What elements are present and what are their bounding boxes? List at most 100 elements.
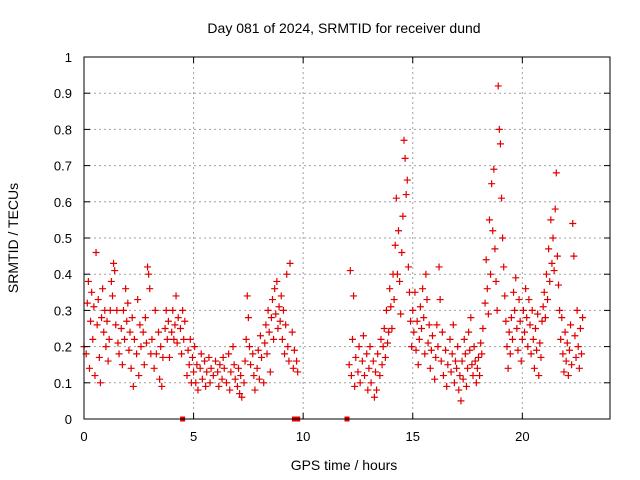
data-point bbox=[238, 393, 246, 401]
data-point bbox=[380, 325, 388, 332]
data-point bbox=[215, 382, 223, 390]
data-point bbox=[459, 375, 467, 383]
data-point bbox=[557, 335, 565, 343]
data-point bbox=[521, 328, 529, 336]
data-point bbox=[183, 372, 191, 380]
data-point bbox=[188, 353, 196, 361]
data-point bbox=[271, 285, 279, 293]
data-point bbox=[124, 299, 132, 307]
data-point bbox=[523, 314, 531, 322]
data-point bbox=[235, 364, 243, 372]
data-point bbox=[508, 335, 516, 343]
data-point bbox=[379, 343, 387, 351]
data-point bbox=[205, 353, 213, 361]
data-point bbox=[231, 375, 239, 383]
data-point bbox=[350, 292, 358, 300]
data-point bbox=[277, 292, 285, 300]
data-point bbox=[286, 259, 294, 267]
points-layer bbox=[80, 82, 587, 422]
data-point bbox=[275, 303, 283, 311]
data-point bbox=[408, 343, 416, 351]
data-point bbox=[397, 310, 405, 318]
data-point bbox=[158, 382, 166, 390]
data-point bbox=[483, 285, 491, 293]
data-point bbox=[531, 325, 539, 332]
data-point bbox=[136, 321, 144, 329]
data-point bbox=[535, 372, 543, 380]
data-point bbox=[407, 317, 415, 325]
data-point bbox=[522, 285, 530, 293]
data-point bbox=[565, 346, 573, 354]
data-point bbox=[282, 321, 290, 329]
data-point bbox=[419, 285, 427, 293]
data-point bbox=[168, 328, 176, 336]
y-tick-label: 0.1 bbox=[54, 376, 72, 391]
data-point bbox=[392, 194, 400, 202]
data-point bbox=[227, 368, 235, 376]
data-point bbox=[374, 350, 382, 358]
data-point bbox=[364, 386, 372, 394]
data-point bbox=[560, 368, 568, 376]
data-point bbox=[284, 343, 292, 351]
data-point bbox=[464, 364, 472, 372]
data-point bbox=[151, 306, 159, 314]
data-point bbox=[279, 306, 287, 314]
data-point bbox=[156, 375, 164, 383]
data-point bbox=[258, 353, 266, 361]
data-point bbox=[423, 296, 431, 304]
data-point bbox=[527, 350, 535, 358]
data-point bbox=[528, 306, 536, 314]
data-point bbox=[100, 328, 108, 336]
data-point bbox=[285, 357, 293, 365]
data-point bbox=[192, 379, 200, 387]
data-point bbox=[455, 386, 463, 394]
data-point bbox=[571, 332, 579, 340]
data-point bbox=[91, 372, 99, 380]
data-point bbox=[499, 234, 507, 242]
data-point bbox=[447, 368, 455, 376]
data-point bbox=[170, 335, 178, 343]
data-point bbox=[465, 328, 473, 336]
data-point bbox=[513, 325, 521, 332]
data-point bbox=[178, 350, 186, 358]
data-point bbox=[241, 357, 249, 365]
data-point bbox=[268, 296, 276, 304]
data-point bbox=[137, 343, 145, 351]
data-point bbox=[123, 317, 131, 325]
data-point bbox=[549, 234, 557, 242]
data-point bbox=[458, 357, 466, 365]
data-point bbox=[399, 212, 407, 220]
data-point bbox=[476, 372, 484, 380]
data-point bbox=[539, 303, 547, 311]
data-point bbox=[461, 350, 469, 358]
data-point bbox=[432, 353, 440, 361]
data-point bbox=[363, 350, 371, 358]
data-point bbox=[256, 332, 264, 340]
data-point bbox=[281, 350, 289, 358]
data-point bbox=[103, 317, 111, 325]
data-point bbox=[135, 372, 143, 380]
data-point bbox=[88, 288, 96, 296]
data-point bbox=[273, 277, 281, 285]
data-point bbox=[428, 332, 436, 340]
data-point bbox=[141, 314, 149, 322]
data-point bbox=[90, 303, 98, 311]
data-point bbox=[89, 335, 97, 343]
data-point bbox=[212, 357, 219, 365]
data-point bbox=[121, 335, 129, 343]
data-point bbox=[448, 350, 456, 358]
data-point bbox=[546, 277, 554, 285]
data-point bbox=[493, 306, 501, 314]
data-point bbox=[174, 314, 182, 322]
data-point bbox=[191, 343, 199, 351]
data-point bbox=[198, 375, 206, 383]
data-point bbox=[552, 169, 560, 177]
data-point bbox=[516, 317, 524, 325]
data-point bbox=[146, 285, 154, 293]
data-point bbox=[442, 346, 450, 354]
data-point bbox=[418, 325, 426, 332]
y-tick-label: 1 bbox=[65, 50, 72, 65]
data-point bbox=[266, 368, 274, 376]
data-point bbox=[263, 350, 271, 358]
data-point bbox=[148, 335, 156, 343]
